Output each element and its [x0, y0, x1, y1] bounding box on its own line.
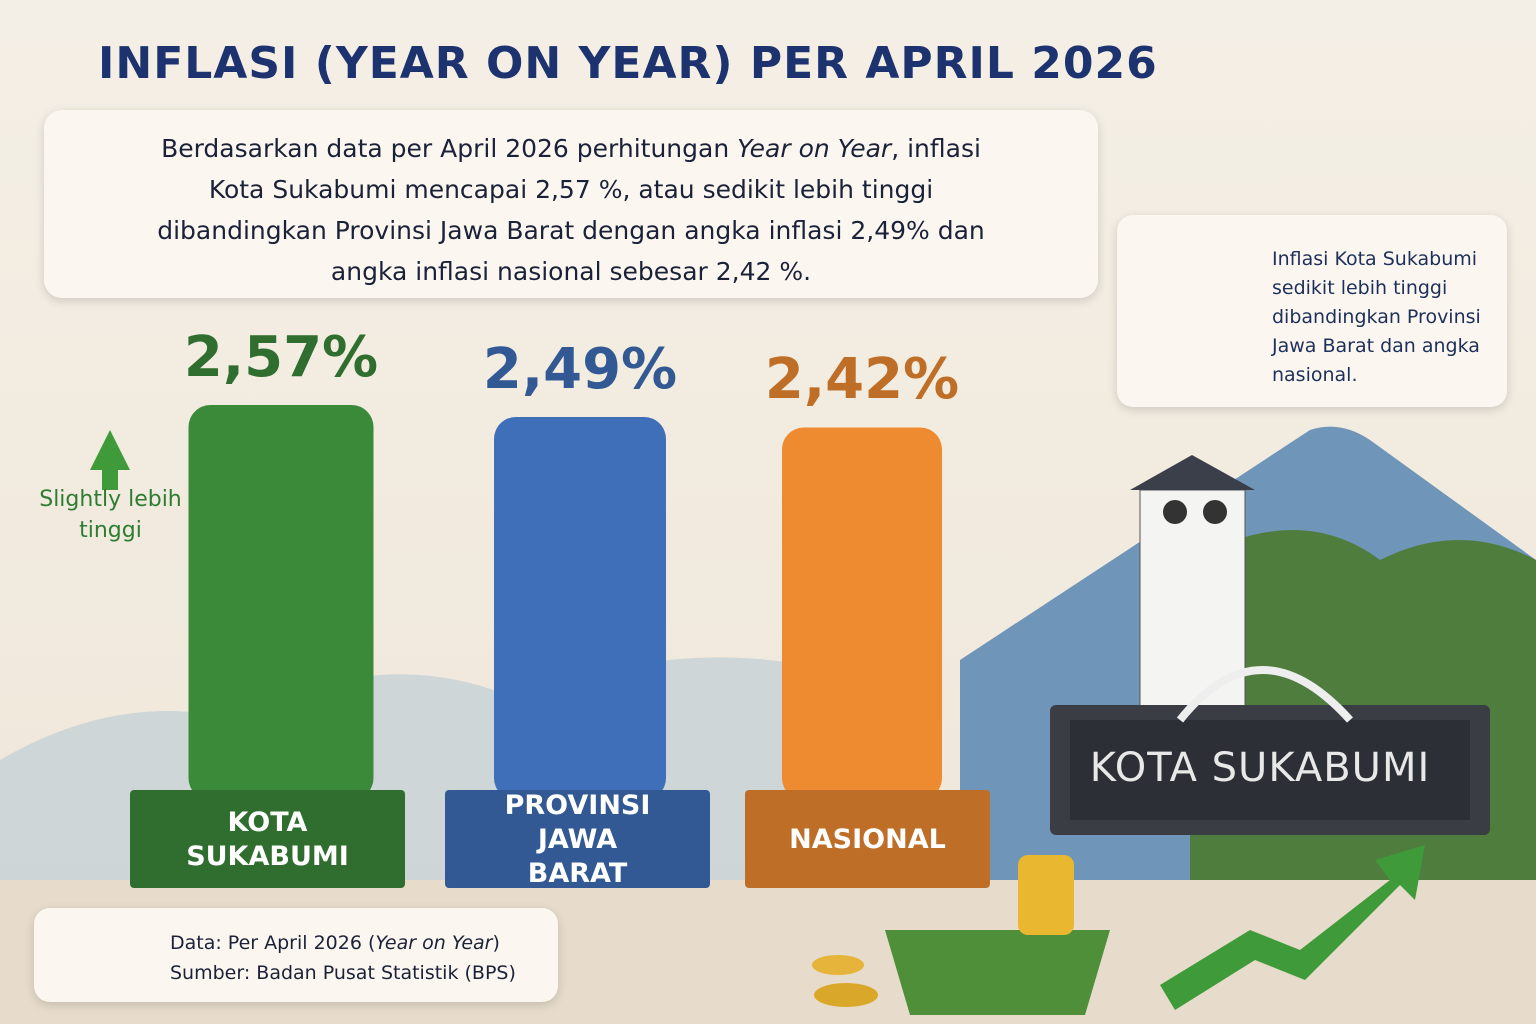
side-note: Inflasi Kota Sukabumi sedikit lebih ting… [1117, 215, 1507, 407]
category-label: PROVINSI JAWA BARAT [504, 790, 651, 889]
footer-line: Data: Per April 2026 (Year on Year) [170, 928, 558, 958]
bar-base [445, 790, 710, 888]
footer-line: Sumber: Badan Pusat Statistik (BPS) [170, 962, 516, 984]
value-label: 2,57% [183, 325, 379, 390]
bar [188, 405, 374, 800]
bar [782, 427, 942, 800]
summary-text: , inflasi Kota Sukabumi mencapai 2,57 %,… [157, 134, 985, 286]
summary-box: Berdasarkan data per April 2026 perhitun… [44, 110, 1098, 298]
value-label: 2,42% [764, 347, 960, 413]
category-label: KOTA SUKABUMI [186, 807, 349, 872]
footer-text: Year on Year [375, 932, 493, 954]
annotation: Slightly lebih tinggi [39, 487, 182, 543]
footer-text: Data: Per April 2026 ( [170, 932, 376, 954]
sign-text: KOTA SUKABUMI [1089, 745, 1431, 791]
category-label: NASIONAL [789, 824, 946, 855]
chart-title: INFLASI (YEAR ON YEAR) PER APRIL 2026 [98, 38, 1158, 89]
summary-text: Year on Year [737, 134, 892, 163]
footer-text: ) [492, 932, 500, 954]
summary-text: Berdasarkan data per April 2026 perhitun… [161, 134, 738, 163]
bar-base [745, 790, 990, 888]
footer-box: Data: Per April 2026 (Year on Year) Sumb… [34, 908, 558, 1002]
bar-base [130, 790, 405, 888]
bar [494, 416, 666, 800]
value-label: 2,49% [482, 336, 678, 402]
